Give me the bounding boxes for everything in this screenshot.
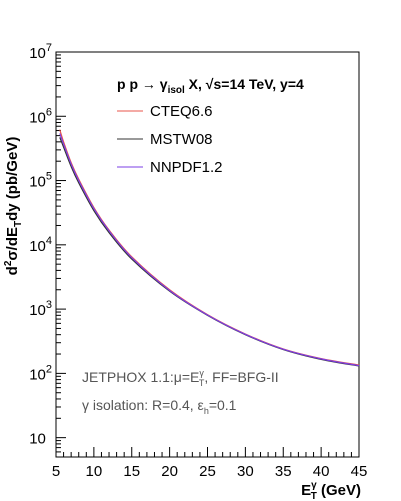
legend-label-nnpdf: NNPDF1.2	[150, 159, 223, 176]
x-tick-label: 5	[52, 463, 60, 480]
x-tick-label: 10	[86, 463, 103, 480]
y-tick-label: 102	[29, 363, 52, 383]
x-tick-label: 35	[275, 463, 292, 480]
y-tick-label: 107	[29, 42, 52, 62]
x-axis-title: Eγ T (GeV)	[301, 480, 361, 501]
y-tick-label: 106	[29, 106, 52, 126]
legend-title: p p → γisol X, √s=14 TeV, y=4	[117, 76, 304, 96]
axis-ticks	[55, 51, 360, 458]
y-axis-title: d2σ/dETdy (pb/GeV)	[3, 137, 24, 276]
x-tick-label: 15	[123, 463, 140, 480]
x-tick-label: 30	[237, 463, 254, 480]
x-tick-label: 25	[199, 463, 216, 480]
series-line-nnpdf	[59, 133, 360, 367]
y-tick-label: 103	[29, 299, 52, 319]
y-tick-label: 10	[29, 431, 52, 448]
annotation-generator: JETPHOX 1.1:μ=Eγ T, FF=BFG-II	[82, 368, 279, 388]
x-tick-label: 20	[161, 463, 178, 480]
annotation-isolation: γ isolation: R=0.4, εh=0.1	[82, 397, 237, 416]
legend-label-cteq: CTEQ6.6	[150, 103, 213, 120]
legend: p p → γisol X, √s=14 TeV, y=4 CTEQ6.6 MS…	[117, 76, 304, 176]
series-curves	[59, 129, 360, 367]
y-tick-label: 105	[29, 171, 52, 191]
y-tick-label: 104	[29, 235, 52, 255]
x-tick-label: 45	[351, 463, 368, 480]
x-tick-label: 40	[313, 463, 330, 480]
legend-label-mstw: MSTW08	[150, 131, 213, 148]
